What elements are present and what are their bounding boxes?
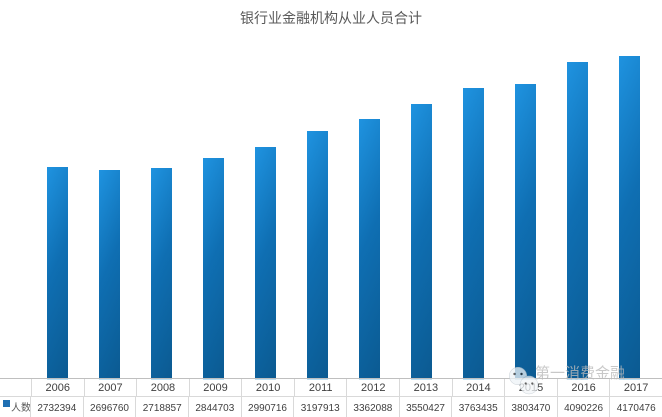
svg-text:第一消费金融: 第一消费金融 xyxy=(535,364,625,382)
